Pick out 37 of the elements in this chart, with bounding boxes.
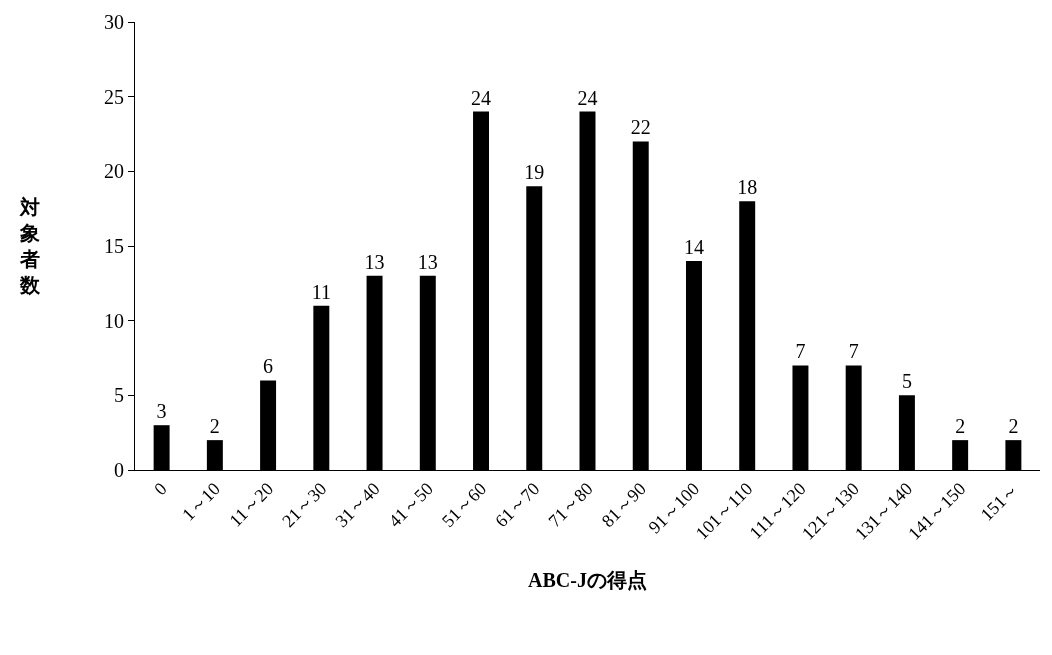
data-label: 2 <box>955 415 966 438</box>
y-tick-label: 25 <box>104 85 124 108</box>
x-tick-label: 41～50 <box>384 478 437 531</box>
data-label: 11 <box>311 280 331 303</box>
y-tick-label: 20 <box>104 160 124 183</box>
data-label: 13 <box>364 250 385 273</box>
data-label: 24 <box>577 86 598 109</box>
x-tick-label: 51～60 <box>437 478 491 531</box>
x-tick-label: 0 <box>150 478 171 500</box>
x-tick-label: 151～ <box>976 478 1023 525</box>
data-label: 22 <box>630 116 651 139</box>
y-tick-label: 15 <box>104 235 124 257</box>
data-label: 3 <box>156 400 167 423</box>
x-tick-label: 11～20 <box>225 478 278 531</box>
data-label: 14 <box>683 235 704 258</box>
y-tick-label: 10 <box>104 309 124 332</box>
y-tick-label: 0 <box>114 459 124 481</box>
x-tick-label: 81～90 <box>597 478 650 531</box>
data-label: 5 <box>901 370 912 393</box>
data-label: 2 <box>209 415 220 438</box>
x-tick-label: 71～80 <box>544 478 597 531</box>
y-tick-label: 30 <box>104 11 124 33</box>
x-tick-label: 31～40 <box>331 478 384 531</box>
x-tick-label: 1～10 <box>178 478 225 525</box>
data-label: 19 <box>524 161 545 184</box>
y-axis-title: 対象者数 <box>19 196 41 296</box>
data-label: 2 <box>1008 415 1019 438</box>
x-axis-title: ABC-Jの得点 <box>528 569 647 592</box>
data-label: 18 <box>737 176 758 199</box>
data-label: 7 <box>795 340 806 363</box>
x-tick-label: 21～30 <box>278 478 331 531</box>
data-label: 24 <box>471 86 492 109</box>
data-label: 6 <box>263 355 274 378</box>
y-tick-label: 5 <box>114 384 124 407</box>
data-label: 13 <box>417 250 438 273</box>
data-label: 7 <box>848 340 859 363</box>
x-tick-label: 61～70 <box>491 478 544 531</box>
